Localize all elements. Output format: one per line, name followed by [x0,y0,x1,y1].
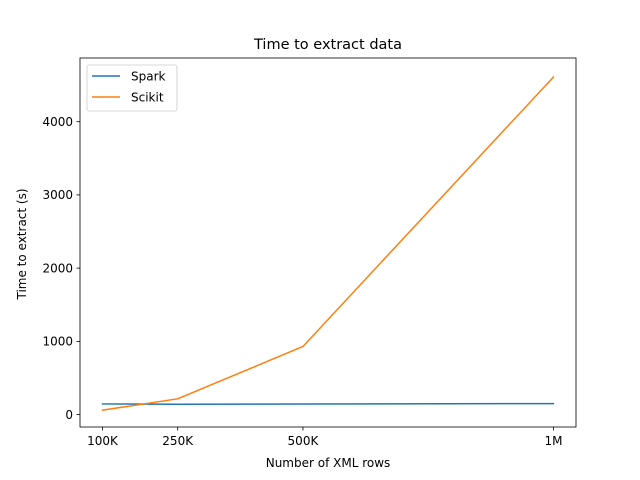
y-axis-label: Time to extract (s) [15,188,29,300]
y-tick-label: 2000 [42,261,73,275]
plot-area: 100K 250K 500K 1M 0 1000 2000 3000 4000 [42,57,577,448]
y-tick-label: 4000 [42,115,73,129]
x-tick-label: 250K [162,434,194,448]
legend-label-scikit: Scikit [131,90,164,104]
x-axis-label: Number of XML rows [266,456,391,470]
axes-frame [79,57,577,428]
series-line-spark [101,402,555,406]
chart-title: Time to extract data [253,37,402,53]
legend-label-spark: Spark [131,69,166,83]
y-tick-label: 0 [65,408,73,422]
x-tick-label: 100K [87,434,119,448]
x-tick-label: 500K [288,434,320,448]
y-tick-label: 1000 [42,335,73,349]
series-line-scikit [101,75,555,412]
legend: Spark Scikit [86,64,178,112]
x-tick-label: 1M [544,434,562,448]
y-tick-label: 3000 [42,188,73,202]
